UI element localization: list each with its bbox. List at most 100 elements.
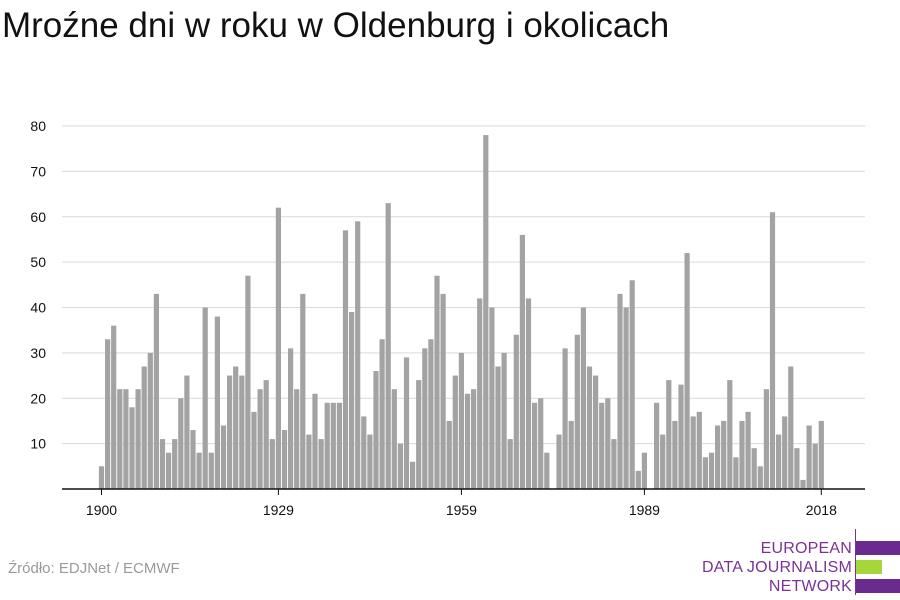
x-axis: 1900 1929 1959 1989 2018 [62, 488, 865, 518]
y-tick-label: 30 [30, 345, 46, 361]
x-tick-label: 1929 [263, 502, 294, 518]
bar-1914 [184, 375, 190, 489]
bar-1967 [507, 439, 513, 489]
bar-2012 [782, 416, 788, 489]
bar-1971 [532, 402, 538, 489]
bar-1922 [233, 366, 239, 489]
chart-title: Mroźne dni w roku w Oldenburg i okolicac… [2, 6, 670, 45]
bar-1908 [147, 352, 153, 490]
bar-1984 [611, 439, 617, 489]
bar-1954 [428, 339, 434, 489]
bar-1992 [660, 434, 666, 489]
bar-1937 [324, 402, 330, 489]
bar-2005 [739, 420, 745, 489]
bar-2017 [812, 443, 818, 490]
bar-1946 [379, 339, 385, 489]
bar-1952 [416, 380, 422, 489]
source-note: Źródło: EDJNet / ECMWF [8, 560, 180, 577]
bar-1913 [178, 398, 184, 489]
bar-1947 [385, 203, 391, 489]
bar-1931 [288, 348, 294, 489]
bar-1985 [617, 293, 623, 489]
bar-2007 [751, 448, 757, 489]
y-tick-label: 70 [30, 163, 46, 179]
bar-1923 [239, 375, 245, 489]
bar-1939 [336, 402, 342, 489]
bar-1948 [391, 389, 397, 489]
bar-1997 [690, 416, 696, 489]
bar-1907 [141, 366, 147, 489]
bar-1956 [440, 293, 446, 489]
logo-divider [855, 529, 856, 595]
bar-1996 [684, 253, 690, 489]
bar-1989 [641, 452, 647, 489]
bar-1934 [306, 434, 312, 489]
bar-1942 [355, 221, 361, 490]
bar-2008 [757, 466, 763, 489]
logo-line-2: DATA JOURNALISM [702, 559, 852, 576]
logo-bar-purple-bottom [856, 579, 900, 593]
bar-2014 [794, 448, 800, 489]
bar-2001 [715, 425, 721, 489]
bar-1972 [538, 398, 544, 489]
bar-1905 [129, 407, 135, 489]
bar-1963 [483, 135, 489, 489]
bar-1912 [172, 439, 178, 489]
x-tick-label: 2018 [806, 502, 837, 518]
bar-1920 [220, 425, 227, 489]
bar-1944 [367, 434, 373, 489]
bar-1935 [312, 393, 318, 489]
bar-1901 [105, 339, 111, 489]
bar-1933 [300, 293, 306, 489]
bar-1969 [519, 234, 525, 489]
bar-1960 [464, 393, 471, 489]
bar-2018 [818, 420, 824, 489]
bar-1970 [525, 298, 532, 489]
bar-1919 [214, 316, 220, 489]
bar-1926 [257, 389, 263, 489]
bar-2011 [776, 434, 782, 489]
bar-1957 [446, 420, 452, 489]
bar-1994 [672, 420, 678, 489]
y-tick-label: 40 [30, 300, 46, 316]
bar-1921 [227, 375, 233, 489]
bar-1943 [361, 416, 367, 489]
bar-1916 [196, 452, 202, 489]
bar-1953 [422, 348, 428, 489]
bar-2013 [788, 366, 794, 489]
bar-1955 [434, 275, 440, 489]
bar-1993 [666, 380, 672, 489]
bar-1925 [251, 411, 257, 489]
bar-2009 [763, 389, 769, 489]
edjnet-logo: EUROPEAN DATA JOURNALISM NETWORK [700, 527, 900, 595]
y-tick-label: 10 [30, 436, 46, 452]
x-tick-label: 1959 [446, 502, 477, 518]
bar-1988 [635, 470, 641, 489]
bars [98, 135, 824, 490]
bar-1991 [654, 402, 660, 489]
bar-2010 [769, 212, 776, 489]
bar-2002 [721, 420, 727, 489]
x-tick-label: 1989 [629, 502, 660, 518]
bar-1987 [629, 280, 635, 489]
bar-1903 [117, 389, 123, 489]
bar-1902 [111, 325, 117, 489]
bar-2000 [708, 452, 715, 489]
bar-1964 [489, 307, 495, 489]
bar-1975 [556, 434, 562, 489]
bar-1906 [135, 389, 141, 489]
bar-1929 [275, 207, 281, 489]
bar-1918 [208, 452, 214, 489]
bar-1998 [696, 411, 702, 489]
bar-1965 [495, 366, 501, 489]
bar-1924 [245, 275, 251, 489]
bar-1936 [318, 439, 324, 489]
bar-1940 [342, 230, 349, 490]
y-tick-label: 20 [30, 390, 46, 406]
bar-1981 [593, 375, 599, 489]
bar-1917 [202, 307, 208, 489]
bar-1950 [403, 357, 410, 489]
bar-1979 [580, 307, 586, 489]
bar-1973 [544, 452, 550, 489]
